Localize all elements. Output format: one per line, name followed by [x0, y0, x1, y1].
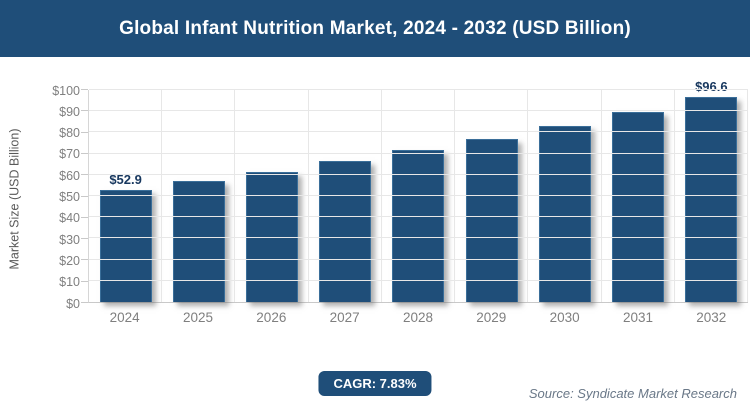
v-gridline: [454, 90, 456, 302]
y-tick-label: $80: [59, 126, 80, 141]
v-gridline: [307, 90, 309, 302]
bar-2029: [465, 138, 518, 302]
bar-2032: $96.6: [685, 79, 738, 302]
y-tick-label: $100: [52, 83, 80, 98]
bar-column-2032: $96.6: [675, 79, 748, 302]
plot-area: $52.9 $96.6: [88, 79, 748, 303]
h-gridline: [89, 258, 748, 260]
y-tick-label: $90: [59, 104, 80, 119]
bar-2031: [612, 111, 665, 302]
y-tickmark: [81, 238, 88, 240]
bar-column-2029: [455, 90, 528, 302]
x-tick-label-2025: 2025: [182, 310, 214, 325]
bar-value-label-2032: $96.6: [695, 79, 728, 95]
h-gridline: [89, 152, 748, 154]
y-tickmark: [81, 89, 88, 90]
x-tick-label-2026: 2026: [256, 310, 287, 325]
h-gridline: [89, 216, 748, 218]
y-tickmark: [81, 110, 88, 112]
y-tickmark: [81, 302, 88, 303]
x-tick-label-2031: 2031: [622, 310, 653, 325]
v-gridline: [747, 90, 748, 302]
bar-2025: [172, 181, 225, 302]
y-tick-label: $0: [66, 296, 80, 311]
v-gridline: [380, 90, 382, 302]
y-tick-label: $50: [59, 190, 80, 204]
bar-column-2026: [235, 90, 308, 302]
v-gridline: [673, 90, 675, 302]
x-tick-label-2029: 2029: [476, 310, 507, 325]
y-tickmark: [81, 152, 88, 154]
bar-column-2027: [309, 90, 382, 302]
h-gridline: [89, 195, 748, 196]
y-tickmark: [81, 131, 88, 133]
h-gridline: [89, 237, 748, 239]
y-tickmark: [81, 259, 88, 261]
h-gridline: [89, 279, 748, 281]
y-tick-label: $60: [59, 168, 80, 183]
x-axis-tick-labels: 2024 2025 2026 2027 2028 2029 2030 2031 2032: [88, 310, 748, 330]
v-gridline: [600, 90, 602, 302]
source-attribution: Source: Syndicate Market Research: [528, 386, 737, 401]
y-tick-label: $10: [59, 275, 80, 290]
bar-column-2024: $52.9: [89, 90, 162, 302]
h-gridline: [89, 131, 748, 133]
y-tickmark: [81, 174, 88, 176]
bar-2024: $52.9: [99, 172, 152, 302]
x-tick-label-2027: 2027: [329, 310, 360, 325]
v-gridline: [161, 90, 163, 302]
x-tick-label-2028: 2028: [402, 310, 433, 325]
y-tick-label: $30: [59, 232, 80, 247]
cagr-badge: CAGR: 7.83%: [318, 371, 432, 396]
y-tick-label: $40: [59, 211, 80, 226]
title-banner: Global Infant Nutrition Market, 2024 - 2…: [0, 0, 750, 57]
bar-2028: [392, 150, 445, 302]
h-gridline: [89, 89, 748, 90]
bars-container: $52.9 $96.6: [89, 79, 748, 302]
v-gridline: [234, 90, 236, 302]
x-tick-label-2024: 2024: [109, 310, 140, 325]
bar-column-2030: [528, 90, 601, 302]
bar-2030: [538, 125, 591, 302]
y-tickmark: [81, 280, 88, 282]
v-gridline: [527, 90, 529, 302]
bar-value-label-2024: $52.9: [109, 171, 142, 187]
y-tickmark: [81, 216, 88, 218]
h-gridline: [89, 173, 748, 175]
y-axis-tick-labels: $0 $10 $20 $30 $40 $50 $60 $70 $80 $90 $100: [0, 84, 88, 311]
chart-footer: CAGR: 7.83% Source: Syndicate Market Res…: [0, 364, 750, 417]
x-tick-label-2032: 2032: [696, 310, 727, 325]
chart-title: Global Infant Nutrition Market, 2024 - 2…: [119, 17, 631, 39]
y-tickmark: [81, 195, 88, 197]
bar-column-2025: [162, 90, 235, 302]
bar-2027: [319, 161, 372, 302]
h-gridline: [89, 110, 748, 112]
chart-area: Market Size (USD Billion) $0 $10 $20 $30 $40…: [0, 58, 750, 364]
bar-column-2031: [602, 90, 675, 302]
x-tick-label-2030: 2030: [549, 310, 580, 325]
y-tick-label: $20: [59, 253, 80, 268]
bar-column-2028: [382, 90, 455, 302]
y-tick-label: $70: [59, 147, 80, 162]
